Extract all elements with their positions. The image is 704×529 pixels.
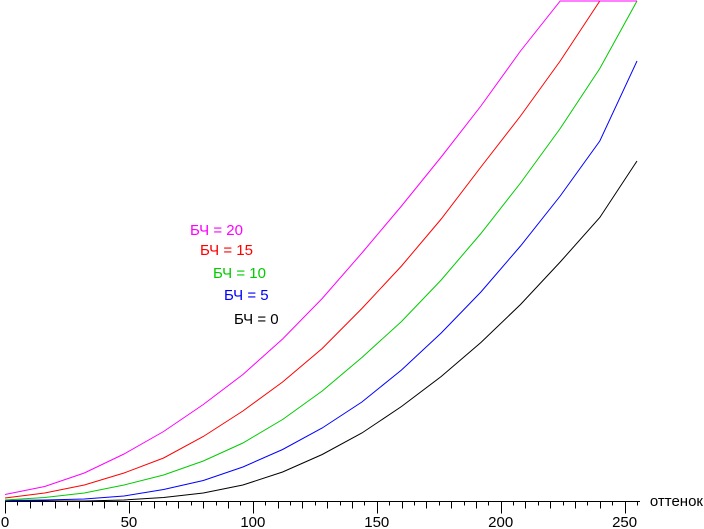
x-tick-label: 0 bbox=[1, 514, 9, 529]
x-tick-label: 200 bbox=[488, 514, 513, 529]
x-tick-label: 50 bbox=[121, 514, 138, 529]
legend-label-0: БЧ = 20 bbox=[190, 222, 243, 239]
legend-label-4: БЧ = 0 bbox=[234, 311, 279, 328]
x-tick-label: 150 bbox=[364, 514, 389, 529]
legend-label-3: БЧ = 5 bbox=[224, 287, 269, 304]
series-line-3 bbox=[4, 60, 638, 501]
series-line-1 bbox=[4, 0, 637, 499]
x-tick-label: 100 bbox=[240, 514, 265, 529]
x-axis-title: оттенок bbox=[650, 493, 704, 510]
legend-label-1: БЧ = 15 bbox=[200, 242, 253, 259]
x-axis: 0 50 100 150 200 250 bbox=[1, 501, 640, 529]
x-tick-label: 250 bbox=[612, 514, 637, 529]
legend-label-2: БЧ = 10 bbox=[213, 265, 266, 282]
series-line-0 bbox=[4, 0, 637, 495]
legend: БЧ = 20 БЧ = 15 БЧ = 10 БЧ = 5 БЧ = 0 bbox=[190, 222, 279, 328]
series-layer bbox=[4, 0, 638, 502]
series-line-4 bbox=[5, 160, 638, 502]
series-line-2 bbox=[4, 0, 638, 501]
